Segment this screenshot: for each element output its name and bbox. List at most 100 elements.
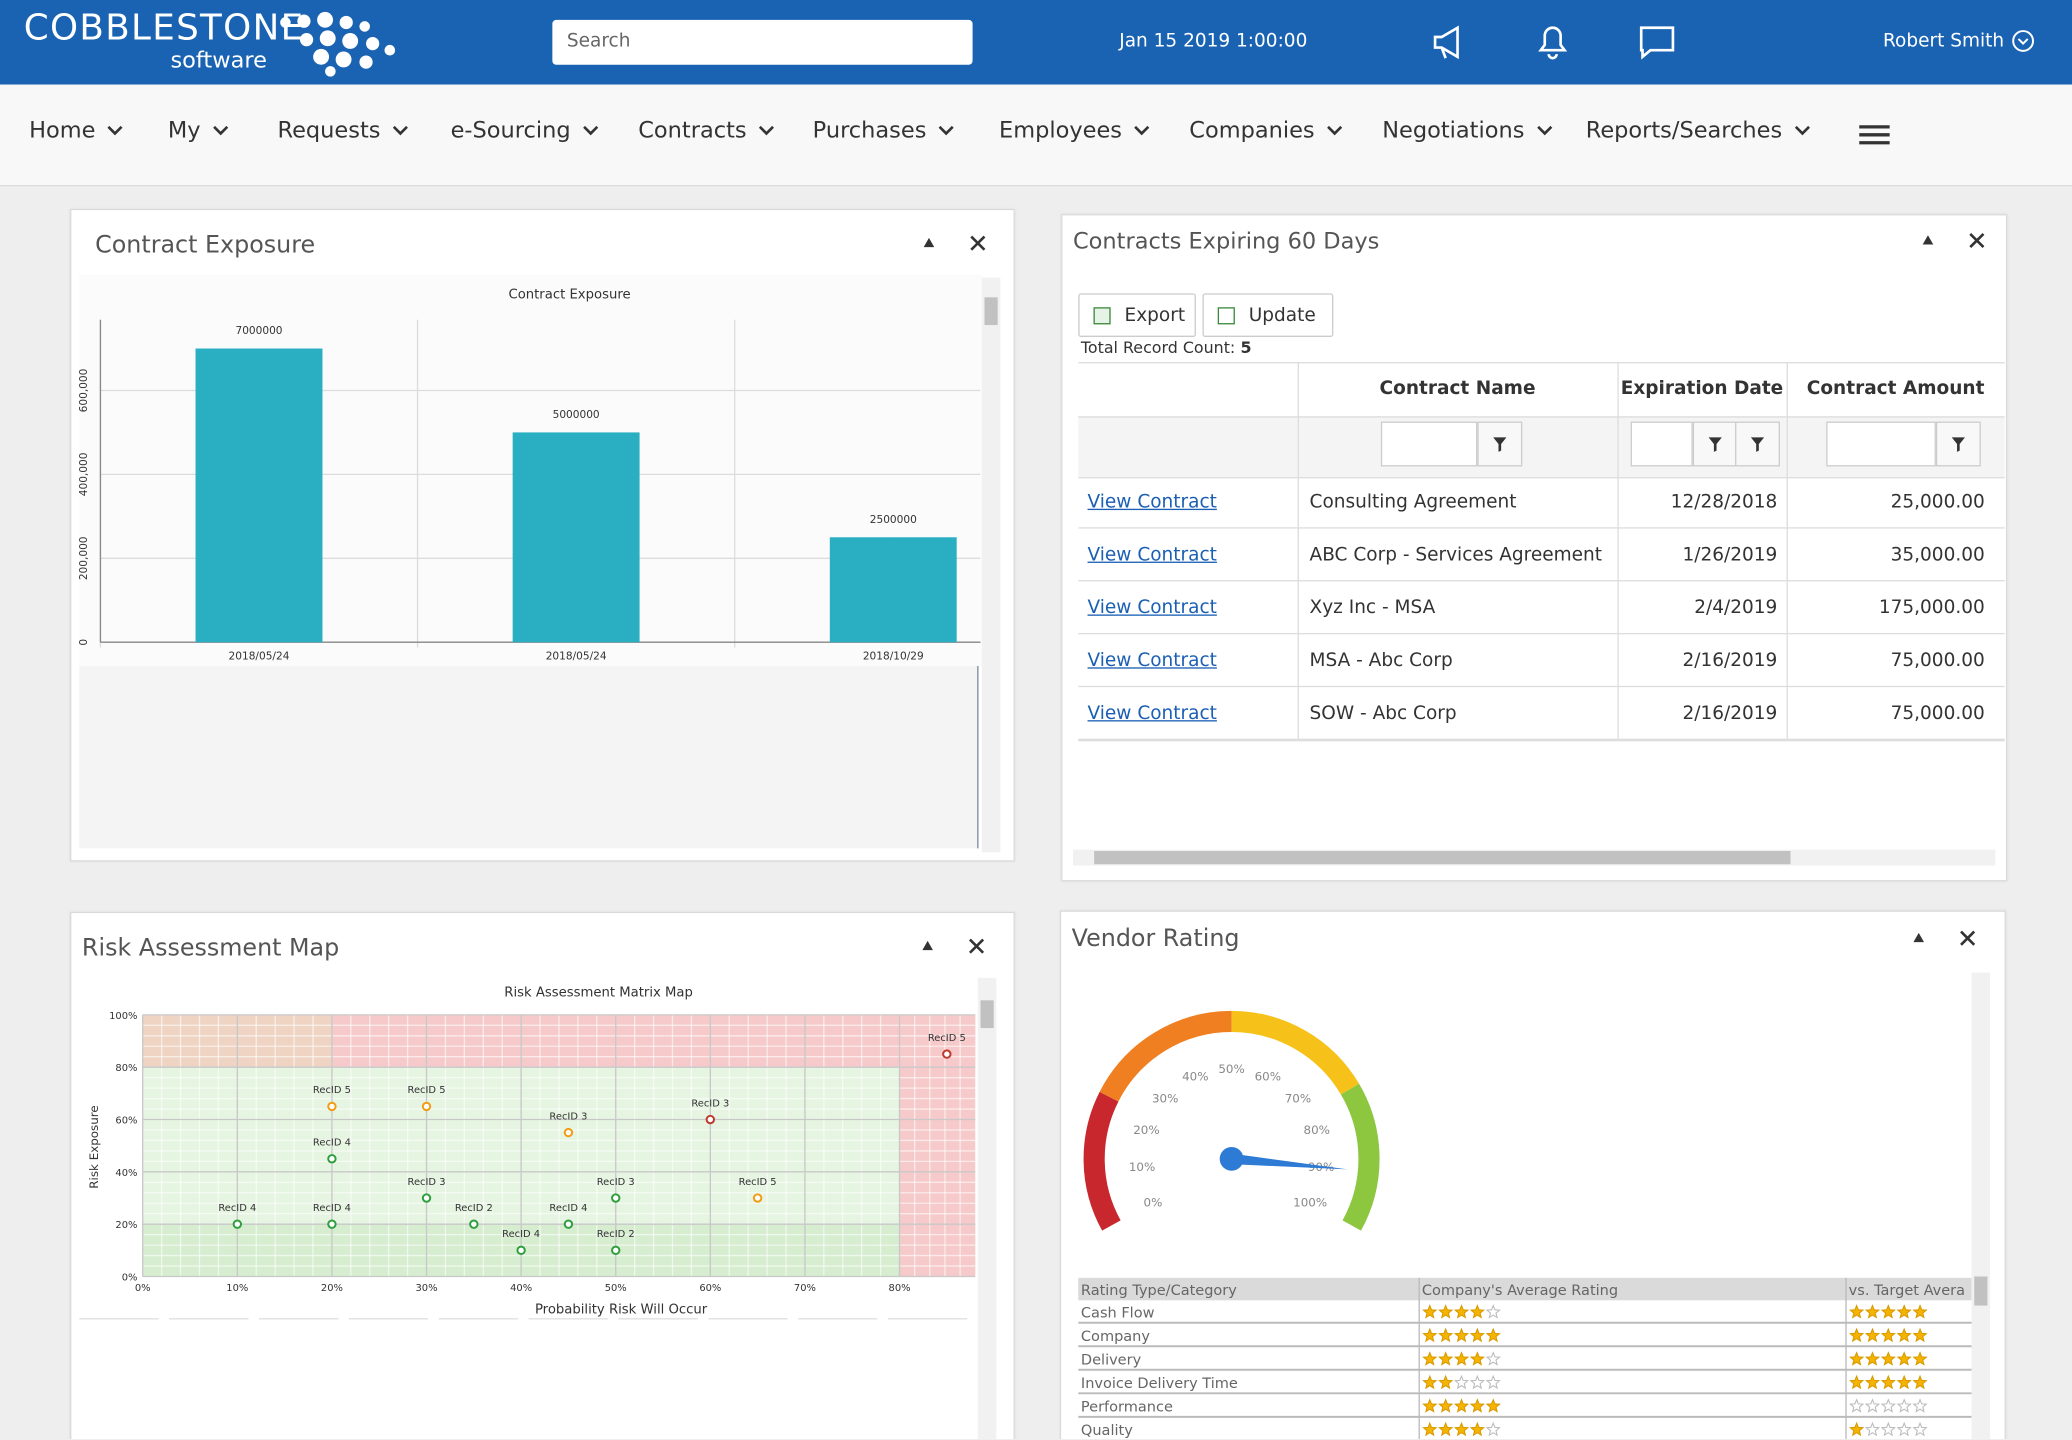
value-label: 5000000 — [553, 409, 600, 421]
chevron-icon — [938, 126, 954, 137]
scatter-point — [565, 1129, 572, 1136]
scatter-point — [470, 1220, 477, 1227]
rating-category: Performance — [1081, 1400, 1173, 1416]
chevron — [1135, 127, 1148, 134]
nav-item[interactable]: Contracts — [638, 118, 774, 144]
y-tick-label: 40% — [115, 1168, 137, 1179]
nav-label: Reports/Searches — [1586, 118, 1782, 144]
expiration-date: 12/28/2018 — [1625, 476, 1777, 529]
user-name[interactable]: Robert Smith — [1883, 30, 2004, 51]
star — [1882, 1329, 1895, 1341]
bell-icon[interactable] — [1533, 21, 1573, 61]
nav-item[interactable]: Purchases — [813, 118, 954, 144]
gauge-tick-label: 30% — [1152, 1091, 1178, 1105]
y-tick-label: 400,000 — [78, 452, 90, 496]
y-tick-label: 600,000 — [78, 368, 90, 412]
filter-input[interactable] — [1826, 422, 1936, 467]
star-rating — [1423, 1353, 1499, 1365]
nav-item[interactable]: Requests — [278, 118, 409, 144]
bar-sheen — [196, 349, 323, 643]
star — [1455, 1353, 1468, 1365]
brand-sub: software — [170, 48, 266, 74]
contract-name: MSA - Abc Corp — [1310, 634, 1453, 687]
scatter-point — [423, 1103, 430, 1110]
filter-button[interactable] — [1936, 422, 1981, 467]
chevron-icon — [583, 126, 599, 137]
nav-item[interactable]: Reports/Searches — [1586, 118, 1810, 144]
view-link[interactable]: View Contract — [1088, 581, 1217, 634]
user-menu-icon[interactable] — [2011, 29, 2035, 53]
nav-item[interactable]: Home — [29, 118, 123, 144]
star — [1898, 1306, 1911, 1318]
column-divider — [1787, 362, 1788, 739]
chevron — [214, 127, 227, 134]
scatter-point — [943, 1050, 950, 1057]
search-box[interactable]: Search — [552, 20, 972, 65]
x-tick-label: 30% — [416, 1283, 438, 1294]
chevron — [940, 127, 953, 134]
chevron-icon — [1134, 126, 1150, 137]
chevron-icon — [107, 126, 123, 137]
table-header: vs. Target Avera — [1849, 1283, 1965, 1299]
star — [1487, 1376, 1500, 1388]
x-tick-label: 40% — [510, 1283, 532, 1294]
chevron-icon — [1794, 126, 1810, 137]
brand[interactable]: COBBLESTONE — [24, 8, 305, 49]
view-link[interactable]: View Contract — [1088, 687, 1217, 740]
chat-icon[interactable] — [1637, 24, 1677, 61]
star — [1914, 1353, 1927, 1365]
hamburger-icon[interactable] — [1858, 124, 1891, 145]
star — [1866, 1400, 1879, 1412]
star — [1455, 1376, 1468, 1388]
chevron — [394, 127, 407, 134]
star-rating — [1850, 1329, 1926, 1341]
point-label: RecID 4 — [218, 1203, 256, 1214]
star — [1850, 1376, 1863, 1388]
gauge-tick-label: 100% — [1293, 1195, 1327, 1209]
point-label: RecID 2 — [597, 1229, 635, 1240]
star — [1914, 1400, 1927, 1412]
chevron — [584, 127, 597, 134]
contract-name: SOW - Abc Corp — [1310, 687, 1457, 740]
view-link[interactable]: View Contract — [1088, 529, 1217, 582]
filter-input[interactable] — [1381, 422, 1477, 467]
star — [1439, 1423, 1452, 1435]
nav-item[interactable]: Employees — [999, 118, 1150, 144]
filter-input[interactable] — [1631, 422, 1693, 467]
column-divider — [1617, 362, 1618, 739]
table-header: Rating Type/Category — [1081, 1283, 1237, 1299]
y-tick-label: 0 — [78, 639, 90, 646]
icon-shape — [1751, 437, 1764, 452]
scatter-point — [328, 1220, 335, 1227]
view-link[interactable]: View Contract — [1088, 476, 1217, 529]
record-count-label: Total Record Count: — [1081, 338, 1235, 357]
nav-item[interactable]: Negotiations — [1382, 118, 1552, 144]
expiration-date: 2/16/2019 — [1625, 634, 1777, 687]
x-tick-label: 70% — [794, 1283, 816, 1294]
toolbar-button[interactable]: Export — [1078, 293, 1196, 337]
toolbar-button[interactable]: Update — [1203, 293, 1334, 337]
filter-button[interactable] — [1477, 422, 1522, 467]
view-link[interactable]: View Contract — [1088, 634, 1217, 687]
filter-button[interactable] — [1693, 422, 1738, 467]
column-header: Expiration Date — [1617, 362, 1786, 415]
nav-item[interactable]: Companies — [1189, 118, 1342, 144]
star — [1866, 1329, 1879, 1341]
point-label: RecID 3 — [691, 1098, 729, 1109]
star — [1455, 1423, 1468, 1435]
chevron — [109, 127, 122, 134]
bar-chart: Contract Exposure0200,000400,000600,0007… — [73, 271, 1005, 855]
filter-button[interactable] — [1735, 422, 1780, 467]
x-tick-label: 10% — [226, 1283, 248, 1294]
nav-item[interactable]: e-Sourcing — [451, 118, 599, 144]
star-rating — [1850, 1353, 1926, 1365]
gauge-band — [1232, 1021, 1350, 1089]
star — [1423, 1376, 1436, 1388]
star — [1882, 1306, 1895, 1318]
star-rating — [1423, 1400, 1499, 1412]
column-divider — [1298, 362, 1299, 739]
announce-icon[interactable] — [1430, 24, 1470, 61]
nav-item[interactable]: My — [168, 118, 228, 144]
star — [1471, 1400, 1484, 1412]
chart-title: Risk Assessment Matrix Map — [504, 985, 693, 1000]
